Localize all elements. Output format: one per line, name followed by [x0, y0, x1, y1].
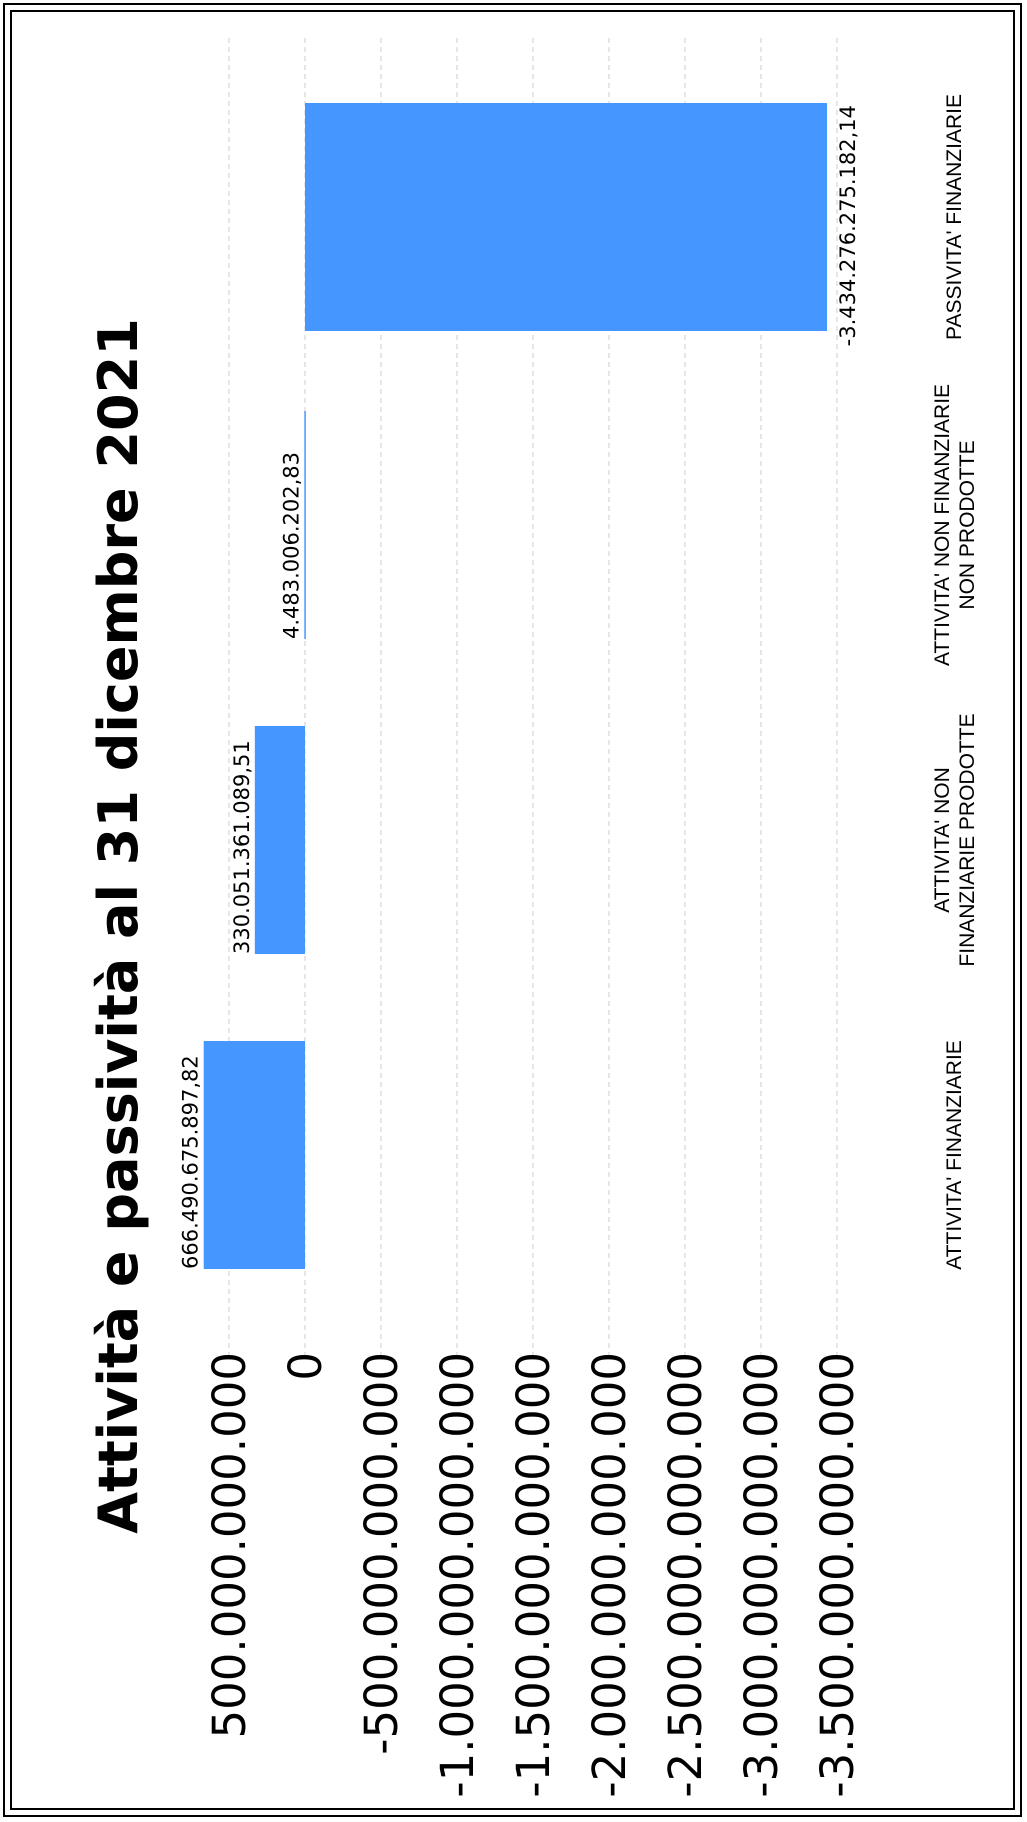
outer-frame: [3, 3, 1022, 1817]
bar: [304, 411, 306, 639]
y-tick-label: -3.500.000.000.000: [811, 1352, 864, 1798]
y-tick-label: -500.000.000.000: [355, 1352, 408, 1755]
value-labels: 666.490.675.897,82 330.051.361.089,51 4.48…: [179, 105, 860, 1269]
value-label: 330.051.361.089,51: [230, 740, 254, 954]
inner-frame: [10, 10, 1015, 1810]
value-label: 4.483.006.202,83: [279, 452, 303, 639]
y-tick-label: -3.000.000.000.000: [735, 1352, 788, 1798]
category-label: ATTIVITA' NON FINANZIARIE: [931, 384, 954, 666]
y-tick-label: -2.000.000.000.000: [583, 1352, 636, 1798]
value-label: -3.434.276.275.182,14: [836, 105, 860, 346]
y-tick-label: -1.000.000.000.000: [431, 1352, 484, 1798]
value-label: 666.490.675.897,82: [179, 1055, 203, 1269]
category-labels: ATTIVITA' FINANZIARIE ATTIVITA' NON FINANZ…: [931, 94, 979, 1270]
category-label: NON PRODOTTE: [956, 440, 979, 609]
category-label: ATTIVITA' FINANZIARIE: [943, 1040, 966, 1270]
bar: [203, 1041, 305, 1269]
y-tick-label: -2.500.000.000.000: [659, 1352, 712, 1798]
bars: [203, 103, 828, 1269]
y-tick-label: 500.000.000.000: [203, 1352, 256, 1738]
chart-title: Attività e passività al 31 dicembre 2021: [87, 318, 150, 1534]
y-axis-ticks: 500.000.000.000 0 -500.000.000.000 -1.000.0…: [203, 1352, 864, 1798]
bar: [254, 726, 305, 954]
bar: [305, 103, 828, 331]
category-label: ATTIVITA' NON: [931, 767, 954, 913]
category-label: PASSIVITA' FINANZIARIE: [943, 94, 966, 340]
category-label: FINANZIARIE PRODOTTE: [956, 713, 979, 966]
y-tick-label: 0: [279, 1352, 332, 1381]
y-tick-label: -1.500.000.000.000: [507, 1352, 560, 1798]
